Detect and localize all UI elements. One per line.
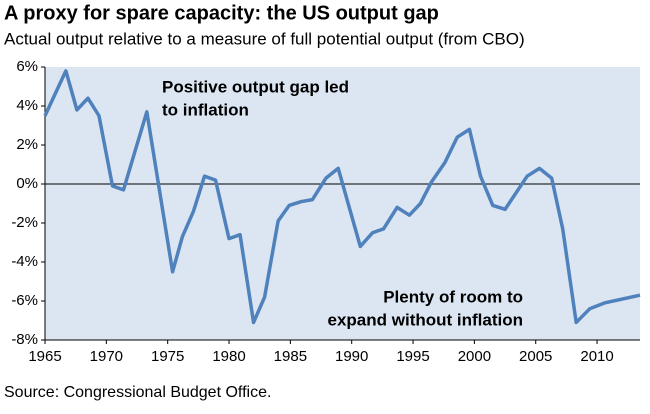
x-tick-label: 1970: [90, 348, 123, 365]
y-tick-label: 4%: [16, 97, 38, 114]
source: Source: Congressional Budget Office.: [4, 384, 271, 401]
data-line: [43, 69, 641, 325]
x-tick-label: 1980: [212, 348, 245, 365]
chart-subtitle: Actual output relative to a measure of f…: [4, 29, 525, 48]
x-tick-label: 1985: [274, 348, 307, 365]
x-tick-label: 1965: [28, 348, 61, 365]
x-tick-label: 2010: [580, 348, 613, 365]
chart-title: A proxy for spare capacity: the US outpu…: [4, 2, 439, 24]
annotation: Plenty of room to: [383, 287, 523, 306]
y-tick-label: 6%: [16, 58, 38, 75]
y-tick-label: -4%: [11, 253, 38, 270]
x-tick-label: 2000: [458, 348, 491, 365]
x-tick-label: 1995: [396, 348, 429, 365]
y-tick-label: -6%: [11, 292, 38, 309]
annotation: to inflation: [162, 100, 249, 119]
y-tick-label: -8%: [11, 331, 38, 348]
y-tick-label: -2%: [11, 214, 38, 231]
annotation: expand without inflation: [328, 310, 523, 329]
x-tick-label: 1975: [151, 348, 184, 365]
x-tick-label: 2005: [519, 348, 552, 365]
y-tick-label: 0%: [16, 175, 38, 192]
plot-area: [45, 67, 640, 340]
x-tick-label: 1990: [335, 348, 368, 365]
y-tick-label: 2%: [16, 136, 38, 153]
annotation: Positive output gap led: [162, 77, 349, 96]
